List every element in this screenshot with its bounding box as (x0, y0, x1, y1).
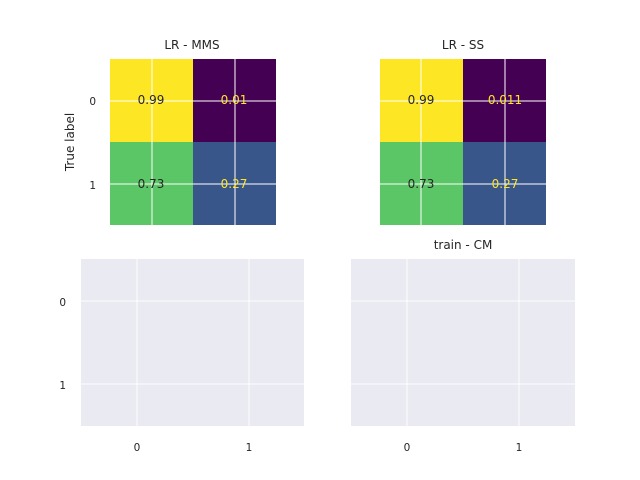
subplot-title: LR - MMS (164, 38, 219, 52)
cell-label: 0.27 (221, 177, 248, 191)
cm-gridlines (110, 59, 276, 225)
y-axis-label: True label (63, 113, 77, 172)
y-tick-label: 1 (89, 180, 96, 192)
subplot-empty-bottom-left: 0 1 0 1 (59, 259, 304, 454)
x-tick-label: 0 (134, 442, 141, 454)
y-tick-label: 0 (59, 297, 66, 309)
cm-cells (380, 59, 546, 225)
x-tick-label: 1 (246, 442, 253, 454)
cell-label: 0.99 (138, 93, 165, 107)
cell-label: 0.27 (492, 177, 519, 191)
subplot-title: LR - SS (442, 38, 484, 52)
cell-label: 0.73 (408, 177, 435, 191)
cell-label: 0.011 (488, 93, 522, 107)
cell-label: 0.01 (221, 93, 248, 107)
subplot-title: train - CM (434, 238, 493, 252)
subplot-train-cm: train - CM 0 1 (351, 238, 575, 454)
y-tick-label: 1 (59, 380, 66, 392)
cell-label: 0.99 (408, 93, 435, 107)
y-tick-label: 0 (89, 96, 96, 108)
subplot-lr-ss: LR - SS 0.99 0.011 0.73 0.27 (380, 38, 546, 225)
x-tick-label: 1 (516, 442, 523, 454)
cell-label: 0.73 (138, 177, 165, 191)
subplot-lr-mms: LR - MMS True label 0 1 0.99 0.01 0.73 0… (63, 38, 276, 225)
x-tick-label: 0 (404, 442, 411, 454)
cm-cells (110, 59, 276, 225)
cm-gridlines (380, 59, 546, 225)
plot-area (351, 259, 575, 426)
plot-area (81, 259, 304, 426)
